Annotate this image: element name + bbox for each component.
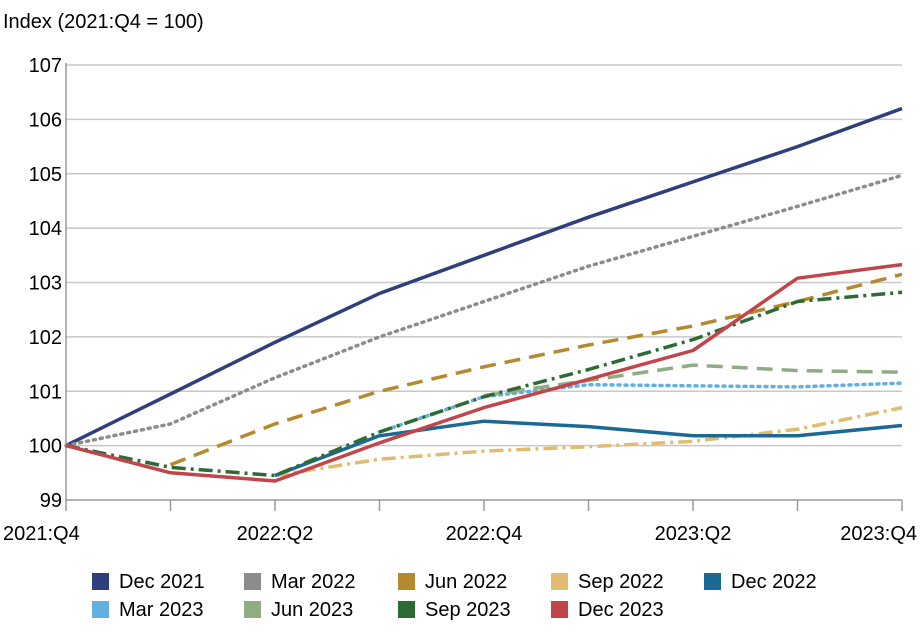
legend-swatch bbox=[398, 573, 415, 590]
x-tick-label: 2022:Q2 bbox=[237, 523, 314, 545]
x-tick-label: 2021:Q4 bbox=[3, 523, 80, 545]
x-tick-label: 2023:Q2 bbox=[655, 523, 732, 545]
y-tick-label: 99 bbox=[40, 490, 62, 512]
legend-swatch bbox=[398, 601, 415, 618]
legend-label: Dec 2021 bbox=[119, 571, 205, 593]
x-tick-label: 2022:Q4 bbox=[446, 523, 523, 545]
series-line-sep-2023 bbox=[65, 290, 903, 478]
legend-label: Sep 2023 bbox=[425, 599, 511, 621]
x-tick-labels: 2021:Q4 2022:Q2 2022:Q4 2023:Q2 2023:Q4 bbox=[3, 523, 917, 545]
legend-label: Dec 2023 bbox=[578, 599, 664, 621]
y-tick-label: 106 bbox=[29, 109, 62, 131]
y-tick-label: 104 bbox=[29, 218, 62, 240]
series-line-sep-2022 bbox=[274, 405, 903, 478]
legend-label: Dec 2022 bbox=[731, 571, 817, 593]
axes bbox=[65, 63, 903, 511]
y-tick-label: 102 bbox=[29, 327, 62, 349]
y-tick-labels: 99 100 101 102 103 104 105 106 107 bbox=[29, 55, 62, 512]
y-tick-label: 101 bbox=[29, 381, 62, 403]
gridlines bbox=[66, 64, 902, 447]
legend: Dec 2021 Mar 2022 Jun 2022 Sep 2022 Dec 2022… bbox=[92, 571, 817, 621]
series-line-dec-2021 bbox=[65, 106, 903, 448]
legend-swatch bbox=[551, 601, 568, 618]
legend-label: Jun 2022 bbox=[425, 571, 507, 593]
legend-label: Jun 2023 bbox=[271, 599, 353, 621]
legend-label: Mar 2022 bbox=[271, 571, 356, 593]
y-tick-label: 107 bbox=[29, 55, 62, 77]
y-tick-label: 103 bbox=[29, 273, 62, 295]
y-axis-label: Index (2021:Q4 = 100) bbox=[3, 11, 204, 33]
legend-swatch bbox=[92, 573, 109, 590]
legend-swatch bbox=[551, 573, 568, 590]
legend-swatch bbox=[244, 573, 261, 590]
y-tick-label: 100 bbox=[29, 436, 62, 458]
series-line-jun-2022 bbox=[169, 272, 903, 467]
y-tick-label: 105 bbox=[29, 164, 62, 186]
legend-swatch bbox=[244, 601, 261, 618]
legend-swatch bbox=[704, 573, 721, 590]
legend-swatch bbox=[92, 601, 109, 618]
series-line-jun-2023 bbox=[483, 363, 903, 398]
series-line-dec-2023 bbox=[65, 262, 903, 483]
series-line-dec-2022 bbox=[274, 419, 903, 478]
series-line-mar-2022 bbox=[64, 173, 904, 448]
legend-label: Sep 2022 bbox=[578, 571, 664, 593]
series-lines bbox=[64, 106, 904, 483]
legend-label: Mar 2023 bbox=[119, 599, 204, 621]
x-tick-label: 2023:Q4 bbox=[840, 523, 917, 545]
